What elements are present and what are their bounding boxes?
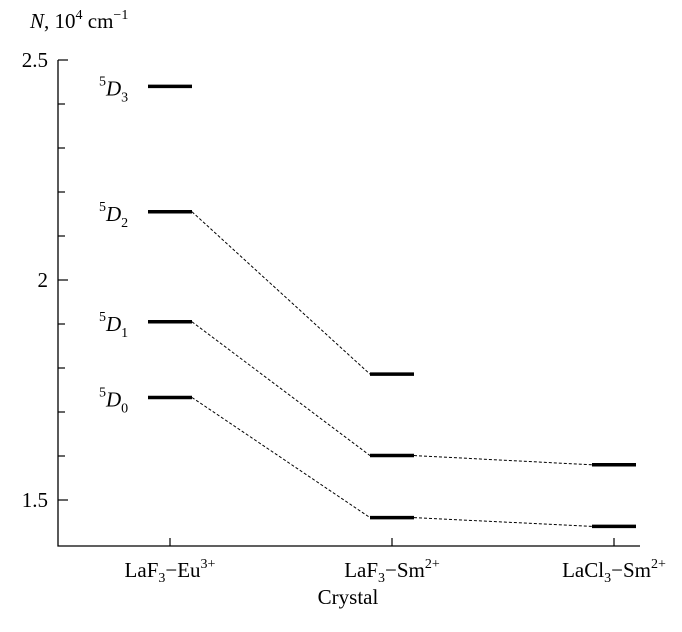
axis-frame <box>57 60 640 547</box>
y-axis-label: N, 104 cm−1 <box>29 8 128 33</box>
level-label: 5D2 <box>99 200 128 231</box>
level-label: 5D3 <box>99 74 128 105</box>
level-connector <box>413 455 593 466</box>
level-connector <box>191 397 371 519</box>
y-tick-label: 2 <box>38 268 49 292</box>
x-tick-label: LaF3−Eu3+ <box>125 557 216 586</box>
level-bars <box>148 84 636 529</box>
connector-lines <box>191 211 593 527</box>
x-axis-label: Crystal <box>318 585 379 609</box>
level-label: 5D1 <box>99 310 128 341</box>
level-connector <box>191 211 371 375</box>
level-labels: 5D3 5D2 5D1 5D0 <box>99 74 128 416</box>
axes <box>57 60 640 547</box>
level-label: 5D0 <box>99 385 128 416</box>
y-tick-label: 2.5 <box>22 48 48 72</box>
level-connector <box>191 321 371 456</box>
y-tick-label: 1.5 <box>22 488 48 512</box>
level-connector <box>413 517 593 527</box>
x-tick-label: LaF3−Sm2+ <box>344 557 440 586</box>
y-axis-ticks: 1.5 2 2.5 <box>22 48 68 512</box>
x-tick-label: LaCl3−Sm2+ <box>562 557 666 586</box>
x-axis-ticks: LaF3−Eu3+ LaF3−Sm2+ LaCl3−Sm2+ <box>125 538 666 586</box>
